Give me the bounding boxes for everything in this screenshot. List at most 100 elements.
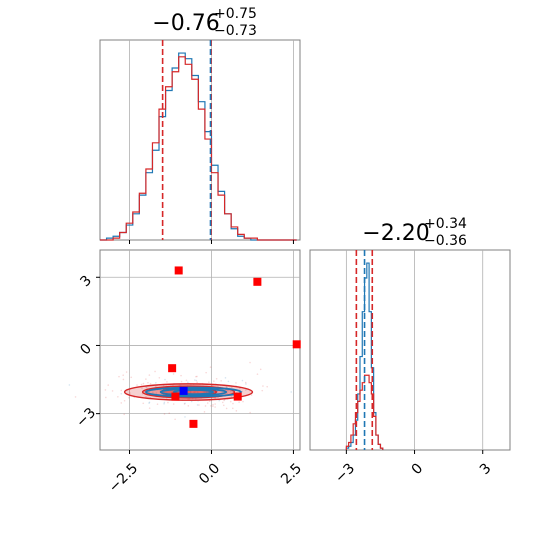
panel-frame <box>99 39 301 241</box>
sample-point-blue <box>146 387 148 389</box>
sample-point-red <box>145 378 147 380</box>
y-tick-label: 0 <box>77 341 95 359</box>
sample-point-red <box>261 389 264 392</box>
sample-point-red <box>214 397 216 400</box>
contours <box>68 361 292 421</box>
title-upper-error: +0.34 <box>424 216 467 232</box>
sample-point-red <box>145 395 147 398</box>
sample-point-red <box>212 403 214 406</box>
contour-blue-level-3 <box>172 389 215 395</box>
sample-point-red <box>180 380 183 383</box>
sample-point-blue <box>163 401 166 404</box>
title-param-1: −0.76 <box>152 11 219 36</box>
sample-point-red <box>229 400 232 403</box>
sample-point-red <box>149 382 152 385</box>
tick-marks <box>129 240 294 244</box>
sample-point-blue <box>230 395 233 398</box>
sample-point-red <box>148 407 151 409</box>
sample-point-blue <box>152 391 154 394</box>
sample-point-blue <box>195 379 198 382</box>
sample-point-red <box>187 391 189 394</box>
sample-point-blue <box>155 392 158 394</box>
sample-point-blue <box>184 416 186 418</box>
title-upper-error: +0.75 <box>214 6 257 22</box>
sample-point-blue <box>148 401 151 404</box>
sample-point-red <box>130 376 133 379</box>
sample-point-red <box>123 413 126 416</box>
sample-point-red <box>147 381 149 384</box>
x-tick-labels: −3 0 3 <box>332 460 494 486</box>
x-tick-label: 0 <box>409 460 427 478</box>
sample-point-blue <box>163 402 165 405</box>
sample-point-red <box>187 405 190 407</box>
sample-point-red <box>122 378 125 381</box>
sample-point-red <box>128 396 130 399</box>
title-param-2: −2.20 <box>362 221 429 246</box>
sample-point-blue <box>217 385 219 387</box>
grid-lines <box>100 250 300 450</box>
sample-point-red <box>198 404 200 406</box>
sample-point-blue <box>196 404 199 406</box>
sample-point-red <box>154 370 156 373</box>
title-lower-error: −0.73 <box>214 23 257 39</box>
sample-point-red <box>196 381 198 384</box>
sample-point-red <box>142 402 145 405</box>
sample-point-red <box>215 377 218 380</box>
sample-point-red <box>158 377 161 379</box>
sample-point-red <box>141 387 143 390</box>
marker-blue-square <box>179 386 188 395</box>
quantile-lines <box>355 250 374 450</box>
sample-point-blue <box>238 388 241 390</box>
histogram-steps <box>345 262 384 450</box>
sample-point-blue <box>148 402 150 404</box>
marker-red-square <box>253 277 262 286</box>
sample-point-blue <box>187 381 189 384</box>
markers <box>168 266 301 428</box>
y-tick-labels: −3 0 3 <box>73 273 99 431</box>
x-tick-label: 2.5 <box>278 460 305 487</box>
histogram-panel-param-2 <box>309 249 511 454</box>
x-tick-label: 0.0 <box>196 460 223 487</box>
sample-point-red <box>140 383 143 386</box>
sample-point-blue <box>189 391 192 394</box>
sample-point-blue <box>178 384 181 386</box>
sample-point-red <box>244 381 247 384</box>
sample-point-blue <box>225 386 228 389</box>
histogram-steps <box>100 52 297 241</box>
sample-point-red <box>196 375 198 378</box>
contour-blue-level-2 <box>159 387 228 397</box>
sample-point-red <box>231 407 234 410</box>
sample-point-blue <box>193 391 196 394</box>
marker-red-square <box>292 340 301 349</box>
sample-point-red <box>235 410 238 412</box>
sample-point-red <box>125 371 128 373</box>
sample-point-blue <box>241 379 244 382</box>
sample-point-red <box>238 401 240 403</box>
sample-point-red <box>235 382 237 384</box>
sample-point-red <box>120 389 123 392</box>
sample-point-red <box>205 371 207 374</box>
sample-point-red <box>212 405 214 408</box>
sample-point-red <box>211 384 214 387</box>
sample-point-red <box>107 384 110 386</box>
sample-point-blue <box>120 392 123 395</box>
sample-point-red <box>249 361 251 364</box>
quantile-lines <box>161 40 212 240</box>
grid-lines <box>345 250 484 450</box>
sample-point-blue <box>224 377 227 379</box>
sample-point-blue <box>194 379 196 381</box>
sample-point-red <box>223 399 225 402</box>
sample-point-red <box>111 390 114 392</box>
sample-point-red <box>256 373 259 375</box>
tick-marks <box>345 450 484 454</box>
sample-point-blue <box>290 391 292 393</box>
sample-point-blue <box>245 383 247 385</box>
sample-point-blue <box>68 384 71 386</box>
sample-point-blue <box>196 391 199 393</box>
y-tick-label: −3 <box>73 405 99 431</box>
sample-point-blue <box>192 391 195 394</box>
sample-point-red <box>209 366 212 368</box>
sample-point-red <box>123 399 126 402</box>
sample-point-red <box>74 396 77 398</box>
